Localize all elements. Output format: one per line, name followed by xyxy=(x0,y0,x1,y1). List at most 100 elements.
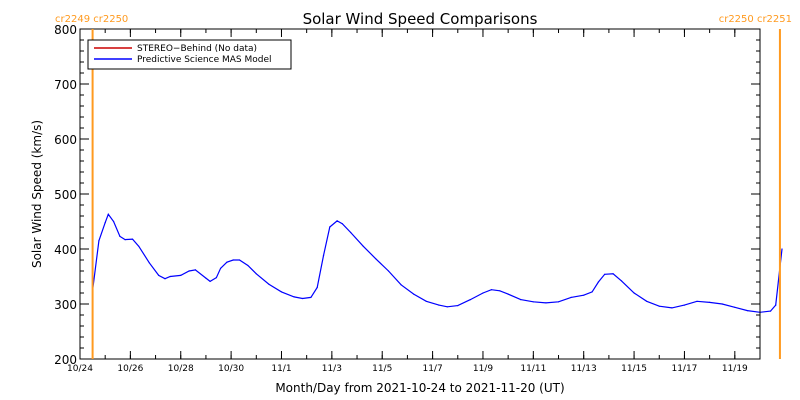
data-point xyxy=(620,280,623,282)
data-point xyxy=(446,306,448,308)
data-point xyxy=(362,245,364,247)
data-point xyxy=(205,277,207,279)
data-point xyxy=(131,238,134,240)
data-point xyxy=(438,304,440,306)
data-point xyxy=(316,286,318,289)
data-point xyxy=(375,258,377,260)
data-point xyxy=(490,289,492,291)
data-point xyxy=(164,278,166,280)
plot-marks xyxy=(92,213,783,313)
data-point xyxy=(413,293,415,295)
data-point xyxy=(107,213,109,215)
data-point xyxy=(597,281,600,283)
data-point xyxy=(113,220,115,223)
data-point xyxy=(387,270,390,272)
data-point xyxy=(781,248,783,250)
x-tick-label: 11/5 xyxy=(372,364,392,374)
data-point xyxy=(194,269,196,271)
data-point xyxy=(268,283,270,285)
data-point xyxy=(658,305,660,307)
x-tick-label: 11/7 xyxy=(422,364,442,374)
x-tick-label: 11/3 xyxy=(322,364,342,374)
data-point xyxy=(336,220,338,222)
data-point xyxy=(124,239,126,241)
data-point xyxy=(612,273,614,275)
data-point xyxy=(591,291,593,293)
data-point xyxy=(520,299,522,301)
x-tick-label: 11/9 xyxy=(473,364,493,374)
data-point xyxy=(532,301,534,303)
data-point xyxy=(119,235,121,237)
data-point xyxy=(169,275,171,278)
legend-entry-label: STEREO−Behind (No data) xyxy=(137,44,257,54)
data-point xyxy=(180,274,182,276)
y-tick-label: 700 xyxy=(54,78,77,92)
data-point xyxy=(746,310,749,312)
data-point xyxy=(775,304,777,306)
data-point xyxy=(158,274,160,276)
y-tick-label: 500 xyxy=(54,188,77,202)
legend-entry-label: Predictive Science MAS Model xyxy=(137,55,272,65)
data-point xyxy=(545,302,547,304)
data-point xyxy=(329,226,331,228)
carrington-label: cr2249 cr2250 xyxy=(55,14,128,25)
y-axis-label: Solar Wind Speed (km/s) xyxy=(30,120,44,268)
x-tick-label: 10/30 xyxy=(218,364,244,374)
x-tick-label: 11/11 xyxy=(520,364,546,374)
data-point xyxy=(507,293,509,295)
carrington-label: cr2250 cr2251 xyxy=(719,14,792,25)
carrington-markers: cr2249 cr2250 cr2250 cr2251 xyxy=(55,14,792,359)
data-point xyxy=(709,301,711,303)
x-tick-label: 11/17 xyxy=(671,364,697,374)
data-point xyxy=(671,307,673,309)
data-point xyxy=(301,297,304,300)
data-point xyxy=(226,261,228,263)
y-tick-label: 200 xyxy=(54,353,77,367)
x-tick-label: 11/19 xyxy=(722,364,748,374)
data-point xyxy=(322,255,325,257)
x-axis-label: Month/Day from 2021-10-24 to 2021-11-20 … xyxy=(275,381,564,395)
y-tick-label: 400 xyxy=(54,243,77,257)
x-tick-label: 11/15 xyxy=(621,364,647,374)
data-point xyxy=(220,267,222,269)
data-point xyxy=(499,290,501,292)
data-point xyxy=(350,231,352,234)
data-point xyxy=(232,259,234,261)
x-tick-label: 11/13 xyxy=(571,364,597,374)
data-point xyxy=(247,264,249,267)
chart-title: Solar Wind Speed Comparisons xyxy=(303,10,538,28)
data-point xyxy=(482,292,484,294)
data-point xyxy=(646,300,648,302)
data-point xyxy=(604,273,606,275)
data-point xyxy=(188,270,190,272)
data-point xyxy=(293,296,295,298)
x-axis: 10/24 10/26 10/28 10/30 11/1 11/3 11/5 11/7 11/9… xyxy=(67,29,761,374)
series-line-mas-model xyxy=(92,213,783,313)
x-tick-label: 10/28 xyxy=(168,364,194,374)
legend-box xyxy=(87,39,292,70)
data-point xyxy=(769,310,772,312)
data-point xyxy=(310,296,312,298)
data-point xyxy=(570,296,572,298)
data-point xyxy=(238,259,241,261)
data-point xyxy=(341,223,343,225)
y-tick-label: 800 xyxy=(54,23,77,37)
data-point xyxy=(148,262,150,264)
data-point xyxy=(215,277,217,279)
data-point xyxy=(696,300,698,302)
plot-frame xyxy=(79,28,761,360)
data-point xyxy=(400,284,402,286)
data-point xyxy=(583,294,585,296)
data-point xyxy=(734,306,736,308)
data-point xyxy=(721,303,723,305)
y-axis: 200 300 400 500 600 700 800 xyxy=(54,23,760,367)
data-point xyxy=(209,280,211,282)
data-point xyxy=(98,240,100,242)
data-point xyxy=(457,305,459,307)
x-tick-label: 10/26 xyxy=(117,364,143,374)
data-point xyxy=(104,222,106,224)
y-tick-label: 300 xyxy=(54,298,77,312)
legend: STEREO−Behind (No data)Predictive Scienc… xyxy=(87,39,292,70)
data-point xyxy=(633,292,635,294)
